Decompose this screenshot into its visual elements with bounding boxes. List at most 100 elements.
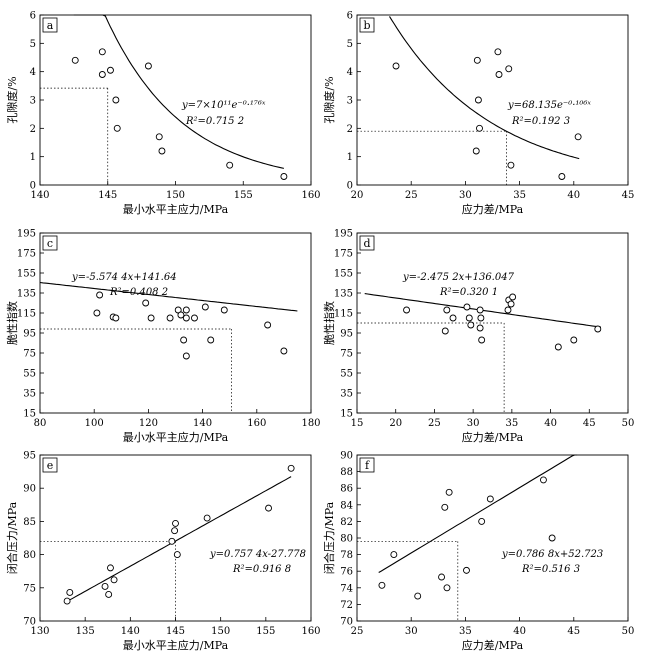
y-axis-label: 脆性指数 <box>5 301 19 345</box>
data-point <box>449 314 457 322</box>
panel-label: a <box>47 19 54 32</box>
y-tick-label: 115 <box>17 309 36 320</box>
x-tick-label: 25 <box>351 626 364 637</box>
y-tick-label: 84 <box>340 500 353 511</box>
fit-r-squared: R²=0.516 3 <box>521 564 580 575</box>
x-tick-label: 15 <box>351 418 364 429</box>
x-tick-label: 35 <box>459 626 472 637</box>
panel-label: b <box>363 19 370 32</box>
data-point <box>98 48 106 56</box>
data-point <box>158 147 166 155</box>
data-point <box>113 124 121 132</box>
y-tick-label: 5 <box>30 39 36 50</box>
panel-label-box <box>359 235 375 251</box>
panel-f: 25 30 35 40 45 50 70 72 74 76 78 80 82 84 86 88 90 f y=0.7… <box>322 451 634 653</box>
data-point <box>414 592 422 600</box>
x-axis-label: 应力差/MPa <box>462 430 524 444</box>
y-tick-label: 15 <box>23 409 36 420</box>
data-point <box>494 48 502 56</box>
x-tick-label: 50 <box>622 626 635 637</box>
data-point <box>171 527 179 535</box>
y-tick-label: 175 <box>17 249 36 260</box>
data-point <box>574 133 582 141</box>
data-point <box>226 161 234 169</box>
fit-line <box>66 476 292 602</box>
y-tick-label: 78 <box>340 550 353 561</box>
panel-e: 130 135 140 145 150 155 160 70 75 80 85 90 95 e y=0.75… <box>5 451 321 653</box>
y-tick-label: 95 <box>23 451 36 462</box>
data-point <box>172 519 179 527</box>
x-tick-label: 180 <box>301 418 320 429</box>
data-point <box>548 534 556 542</box>
x-tick-label: 25 <box>428 418 441 429</box>
panel-b: 20 25 30 35 40 450123456by=68.135e⁻⁰·¹⁰⁶ˣR²=0… <box>322 11 634 217</box>
y-tick-label: 90 <box>23 484 36 495</box>
panel-c: 80 100 120 140 160 180 15 35 55 75 95 115 135 155 175 1… <box>5 229 321 445</box>
data-point <box>504 306 512 314</box>
data-point <box>570 336 578 344</box>
data-point <box>478 336 486 344</box>
data-point <box>98 71 106 78</box>
data-point <box>474 96 482 104</box>
data-point <box>264 321 272 329</box>
data-point <box>441 503 449 511</box>
y-axis-label: 孔隙度/% <box>5 76 19 123</box>
data-point <box>486 495 494 503</box>
data-point <box>182 306 190 314</box>
x-tick-label: 35 <box>505 418 518 429</box>
data-point <box>392 62 400 70</box>
fit-r-squared: R²=0.192 3 <box>511 116 570 127</box>
y-tick-label: 2 <box>347 124 353 135</box>
y-tick-label: 80 <box>340 534 353 545</box>
data-point <box>287 464 295 472</box>
y-tick-label: 195 <box>334 229 353 240</box>
x-tick-label: 45 <box>583 418 596 429</box>
y-tick-label: 74 <box>340 583 353 594</box>
panel-label-box <box>42 457 58 473</box>
y-tick-label: 35 <box>340 389 353 400</box>
y-tick-label: 4 <box>30 67 36 78</box>
x-tick-label: 40 <box>567 190 580 201</box>
data-point <box>182 352 190 360</box>
x-tick-label: 145 <box>166 626 185 637</box>
data-point <box>445 488 453 496</box>
y-tick-label: 35 <box>23 389 36 400</box>
data-point <box>203 514 211 522</box>
data-point <box>539 476 547 484</box>
y-tick-label: 15 <box>340 409 353 420</box>
panel-label-box <box>42 17 58 33</box>
x-tick-label: 100 <box>85 418 104 429</box>
data-point <box>96 291 104 299</box>
y-tick-label: 72 <box>340 600 353 611</box>
y-axis-label: 孔隙度/% <box>322 76 336 123</box>
data-point <box>390 551 398 559</box>
data-point <box>180 336 188 344</box>
x-tick-label: 160 <box>301 190 320 201</box>
fit-r-squared: R²=0.916 8 <box>232 564 291 575</box>
x-axis-label: 最小水平主应力/MPa <box>123 202 229 216</box>
data-point <box>107 66 114 74</box>
fit-equation: y=68.135e⁻⁰·¹⁰⁶ˣ <box>507 100 591 111</box>
x-tick-label: 80 <box>34 418 47 429</box>
fit-r-squared: R²=0.320 1 <box>439 287 498 298</box>
fit-equation: y=0.786 8x+52.723 <box>501 549 603 560</box>
fit-line <box>39 281 298 312</box>
y-tick-label: 195 <box>17 229 36 240</box>
data-point <box>265 504 272 512</box>
y-tick-label: 95 <box>340 329 353 340</box>
plot-frame <box>39 454 312 622</box>
y-tick-label: 1 <box>347 152 353 163</box>
x-tick-label: 30 <box>405 626 418 637</box>
fit-line <box>389 16 580 160</box>
x-tick-label: 120 <box>139 418 158 429</box>
y-tick-label: 80 <box>23 550 36 561</box>
fit-line <box>73 14 285 169</box>
data-point <box>443 584 451 592</box>
y-tick-label: 55 <box>23 369 36 380</box>
data-point <box>220 306 228 314</box>
y-axis-label: 闭合压力/MPa <box>322 501 336 574</box>
y-tick-label: 4 <box>347 67 353 78</box>
x-tick-label: 155 <box>256 626 275 637</box>
data-point <box>465 314 473 322</box>
data-point <box>463 303 471 311</box>
